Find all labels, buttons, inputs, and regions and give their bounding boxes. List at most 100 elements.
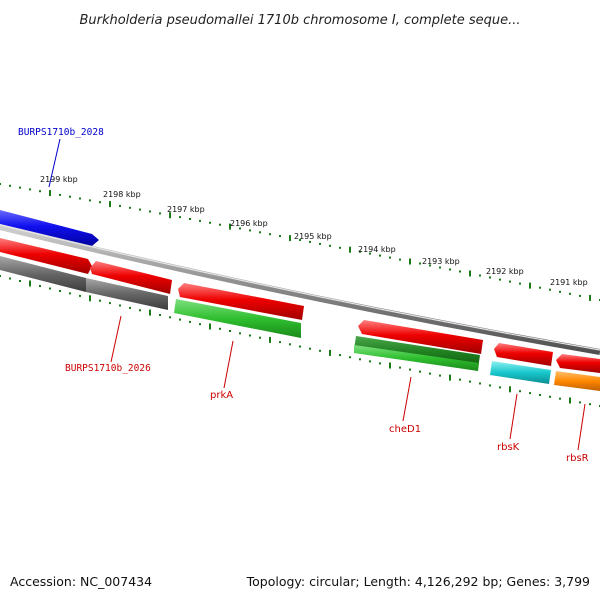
scale-minor-tick [39,190,41,193]
gene-red-2[interactable] [90,261,172,294]
scale-major-tick [229,223,231,230]
inner-minor-tick [109,302,111,305]
scale-minor-tick [569,292,571,295]
scale-major-tick [349,246,351,253]
gene-label-rbsk[interactable]: rbsK [497,442,520,453]
inner-minor-tick [379,362,381,365]
scale-minor-tick [579,294,581,297]
leader-rbsr [577,403,586,451]
inner-minor-tick [539,394,541,396]
accession-text: Accession: NC_007434 [10,574,152,589]
scale-minor-tick [99,201,101,204]
inner-minor-tick [169,316,171,319]
leader-prka [223,340,234,389]
gene-rbsk[interactable] [490,361,551,384]
inner-minor-tick [19,280,21,282]
inner-minor-tick [349,356,351,359]
inner-major-tick [389,362,391,369]
scale-minor-tick [509,280,511,283]
inner-minor-tick [69,292,71,295]
scale-label-2191: 2191 kbp [550,278,588,287]
inner-minor-tick [199,323,201,326]
inner-minor-tick [529,392,531,395]
gene-red-3[interactable] [178,283,304,320]
scale-label-2198: 2198 kbp [103,190,141,199]
genome-summary-text: Topology: circular; Length: 4,126,292 bp… [246,574,590,589]
scale-label-2199: 2199 kbp [40,175,78,184]
gene-prka[interactable] [174,299,301,338]
scale-minor-tick [399,258,401,261]
scale-minor-tick [0,183,1,185]
leader-burps1710b-2028 [48,138,61,188]
inner-minor-tick [319,349,321,352]
inner-minor-tick [0,275,1,277]
inner-major-tick [89,295,91,302]
scale-minor-tick [139,208,141,211]
gene-ched1[interactable] [354,345,479,371]
inner-major-tick [149,309,151,316]
inner-minor-tick [519,390,521,393]
inner-minor-tick [129,306,131,309]
gene-red-1[interactable] [0,238,92,274]
scale-minor-tick [179,216,181,219]
inner-minor-tick [59,290,61,292]
scale-major-tick [469,270,471,277]
inner-minor-tick [9,277,11,280]
gene-red-5[interactable] [494,343,553,366]
map-title: Burkholderia pseudomallei 1710b chromoso… [79,13,520,28]
scale-minor-tick [459,270,461,273]
inner-minor-tick [499,386,501,389]
inner-minor-tick [39,285,41,287]
scale-minor-tick [249,229,251,232]
scale-minor-tick [129,206,131,209]
inner-tick-ring [0,275,600,407]
gene-label-burps1710b-2026[interactable]: BURPS1710b_2026 [65,363,151,374]
inner-minor-tick [429,372,431,375]
scale-minor-tick [519,282,521,285]
inner-minor-tick [179,318,181,321]
inner-minor-tick [219,327,221,330]
scale-labels: 2199 kbp 2198 kbp 2197 kbp 2196 kbp 2195… [40,175,588,287]
scale-minor-tick [479,274,481,277]
inner-minor-tick [549,395,551,398]
scale-minor-tick [369,252,371,255]
inner-minor-tick [479,382,481,385]
inner-minor-tick [579,401,581,404]
scale-minor-tick [329,244,331,247]
gene-label-ched1[interactable]: cheD1 [389,424,421,435]
gene-red-6[interactable] [556,354,600,373]
inner-minor-tick [119,304,121,307]
inner-minor-tick [359,358,361,361]
inner-minor-tick [299,345,301,348]
scale-major-tick [169,212,171,219]
inner-minor-tick [79,294,81,297]
scale-minor-tick [89,199,91,202]
scale-minor-tick [209,221,211,224]
inner-minor-tick [419,370,421,373]
gene-burps1710b-2026[interactable] [86,278,168,310]
gene-red-4[interactable] [358,320,483,354]
gene-burps1710b-2028[interactable] [0,210,99,246]
inner-minor-tick [239,332,241,335]
inner-major-tick [569,397,571,404]
inner-minor-tick [589,403,591,406]
gene-label-prka[interactable]: prkA [210,390,233,401]
scale-minor-tick [339,246,341,249]
leader-rbsk [509,393,518,440]
inner-major-tick [509,386,511,393]
scale-minor-tick [539,286,541,289]
scale-label-2195: 2195 kbp [294,232,332,241]
inner-minor-tick [49,287,51,290]
inner-minor-tick [289,343,291,346]
gene-label-burps1710b-2028[interactable]: BURPS1710b_2028 [18,127,104,138]
scale-minor-tick [299,239,301,241]
leader-burps1710b-2026 [110,315,122,363]
gene-gray-1[interactable] [0,256,86,292]
scale-minor-tick [439,266,441,269]
scale-minor-tick [389,256,391,259]
inner-minor-tick [459,378,461,381]
inner-minor-tick [409,368,411,371]
gene-rbsr[interactable] [554,371,600,391]
inner-minor-tick [369,360,371,363]
gene-label-rbsr[interactable]: rbsR [566,453,589,464]
